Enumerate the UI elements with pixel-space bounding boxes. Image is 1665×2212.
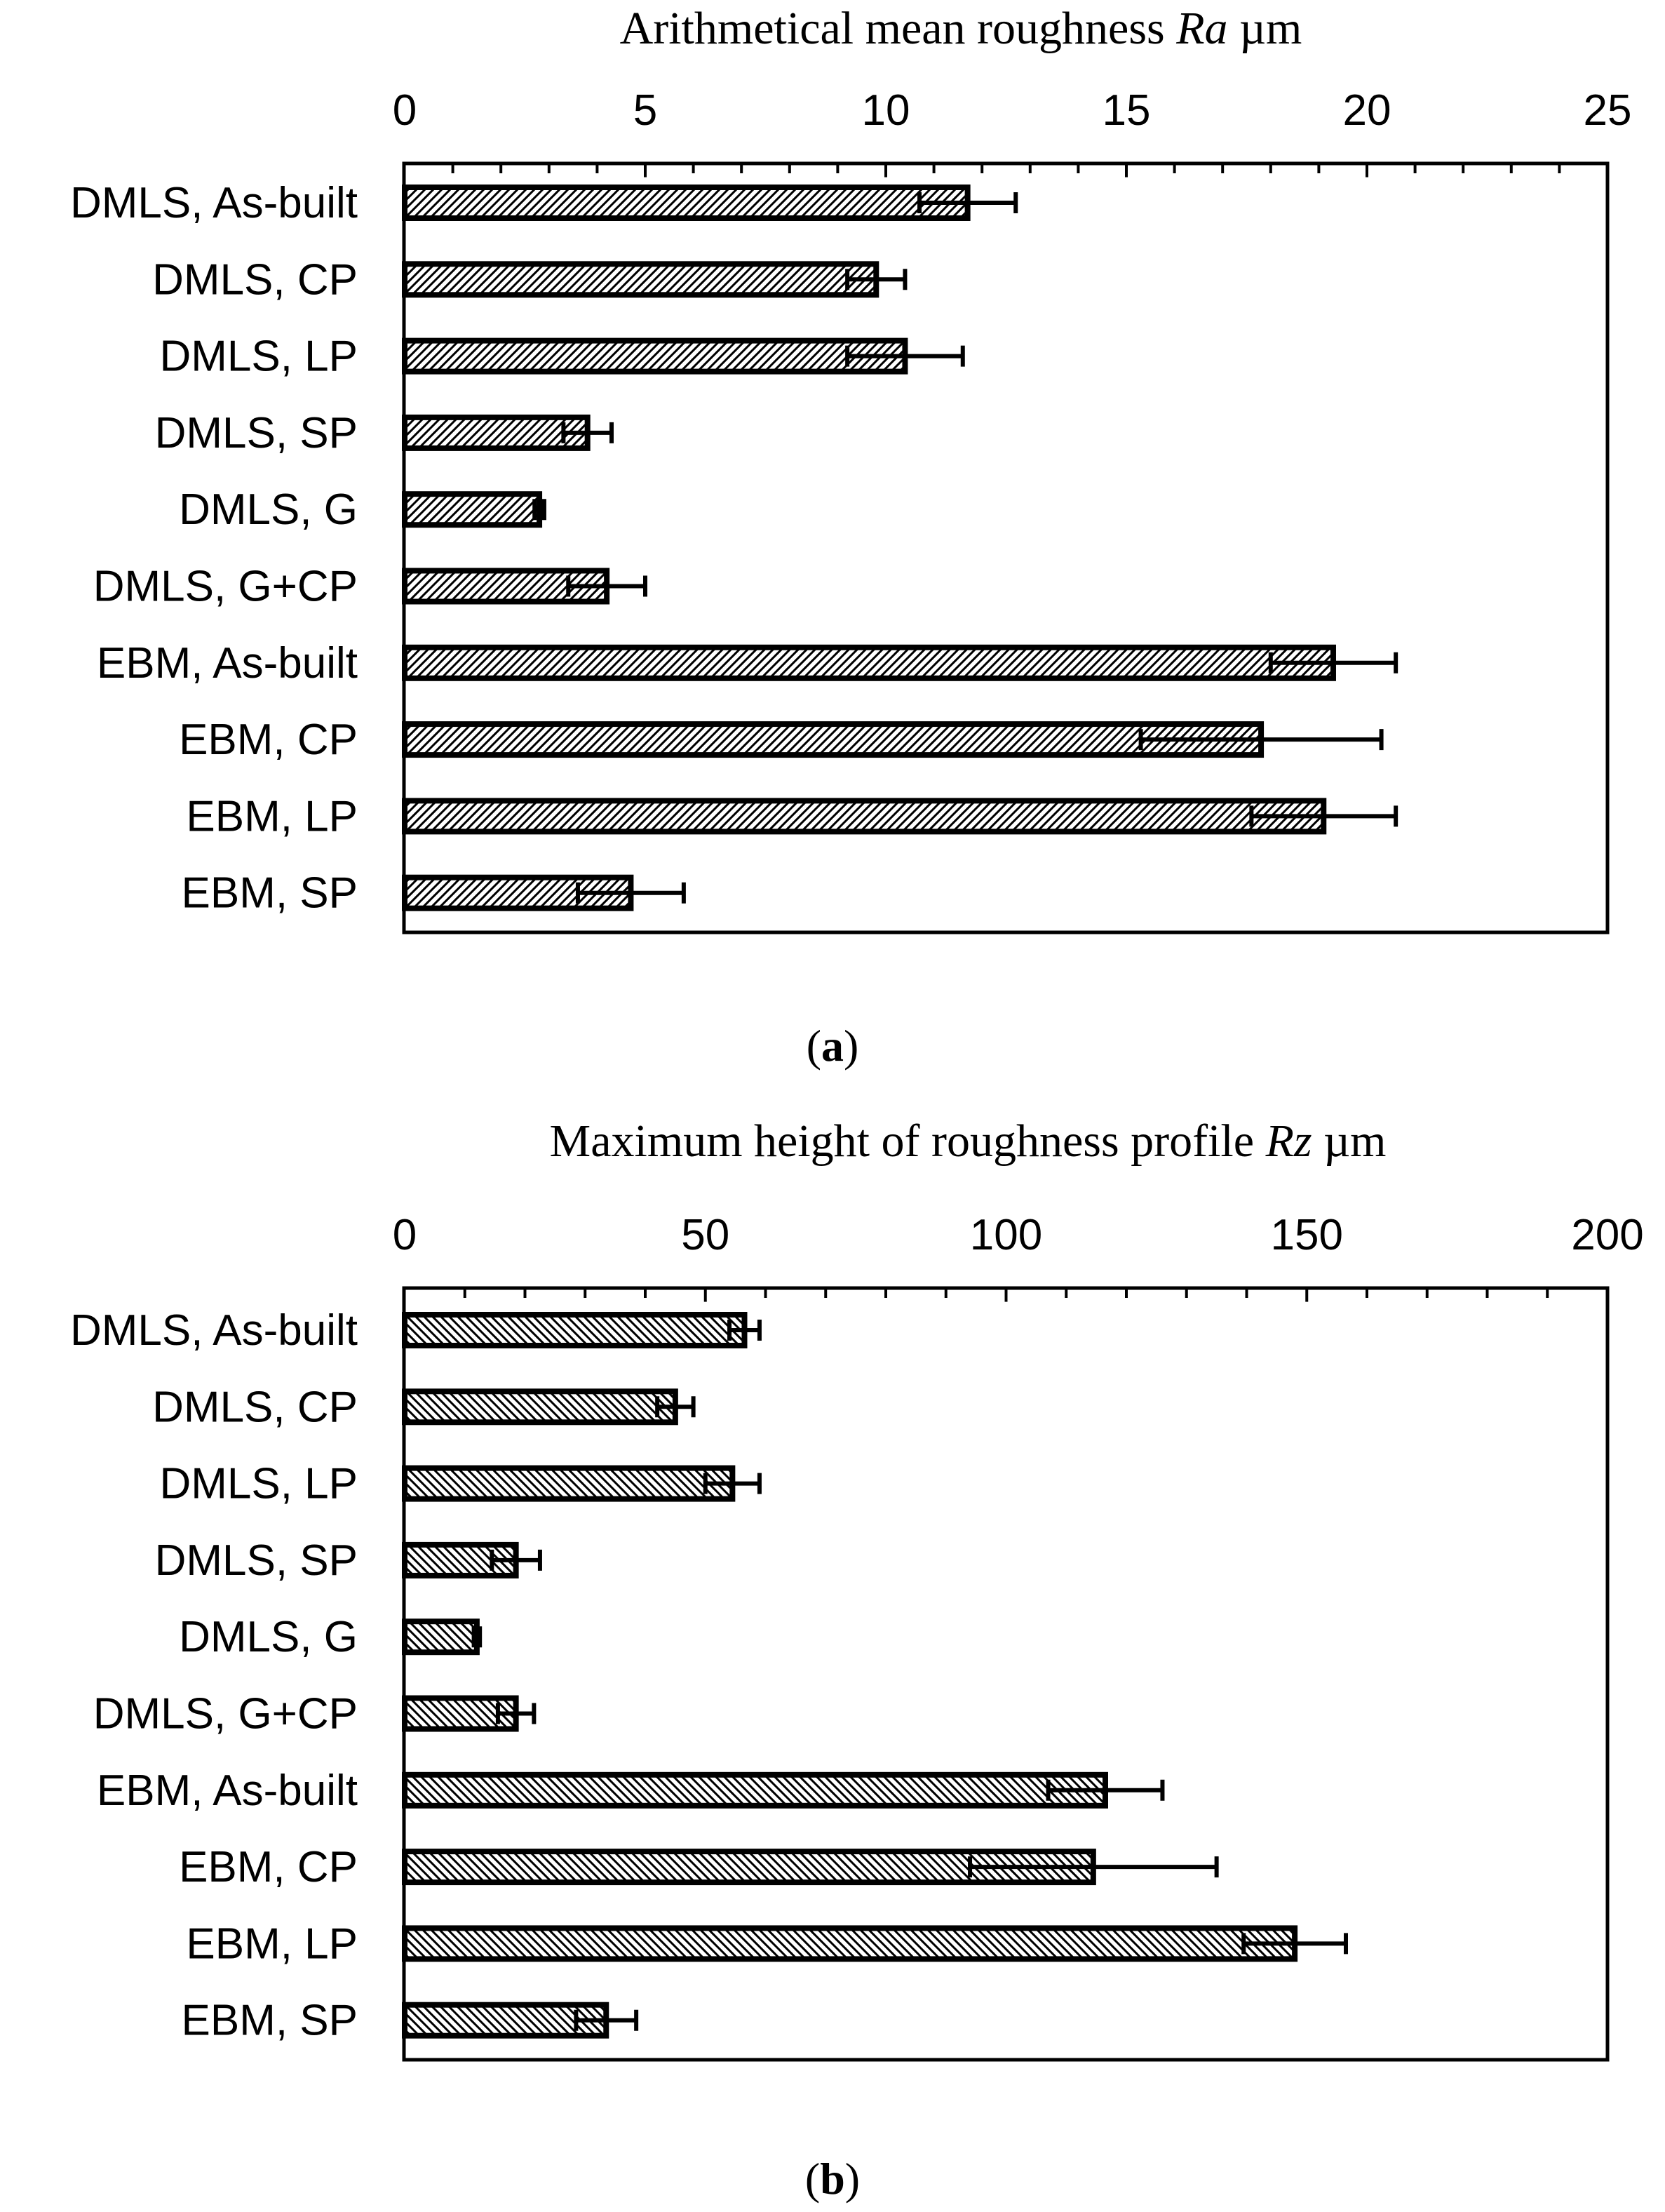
chart-b-category-label: EBM, SP <box>181 1997 358 2045</box>
chart-b-minor-ticks <box>463 1288 1549 1302</box>
chart-b-error-bar <box>703 1473 762 1494</box>
chart-b-bars <box>402 1312 1298 2039</box>
chart-b-tick-label: 150 <box>1271 1211 1343 1259</box>
chart-a-minor-ticks <box>451 163 1561 177</box>
chart-b-tick-labels: 0 50 100 150 200 <box>393 1211 1644 1259</box>
chart-b-category-label: DMLS, G+CP <box>93 1690 358 1738</box>
chart-b-error-bar <box>1241 1933 1348 1955</box>
chart-b-caption-open: ( <box>805 2154 820 2204</box>
chart-b-caption: (b) <box>805 2154 860 2204</box>
chart-a-caption-letter: a <box>821 1021 844 1071</box>
chart-b-bar <box>402 1465 736 1502</box>
chart-b-error-bar <box>490 1549 542 1571</box>
chart-b-title-unit: µm <box>1312 1115 1387 1167</box>
chart-a-error-bar <box>532 499 546 521</box>
chart-a-error-bar <box>566 575 647 597</box>
chart-b-bar <box>402 1388 678 1426</box>
chart-b-title-text: Maximum height of roughness profile <box>550 1115 1266 1167</box>
chart-a-plot-frame <box>402 161 1610 934</box>
chart-a-tick-label: 25 <box>1584 86 1632 135</box>
chart-b-error-bars <box>471 1320 1348 2031</box>
chart-a-category-label: EBM, SP <box>181 869 358 918</box>
chart-a-title: Arithmetical mean roughness Ra µm <box>620 3 1302 54</box>
chart-a-caption-close: ) <box>844 1021 858 1071</box>
chart-a-category-label: DMLS, G <box>179 485 358 534</box>
chart-b-error-bar <box>727 1320 762 1341</box>
chart-a-title-unit: µm <box>1228 3 1302 54</box>
chart-b-error-bar <box>495 1703 537 1724</box>
chart-a-bar <box>402 261 879 298</box>
chart-b-category-label: DMLS, SP <box>155 1536 358 1585</box>
chart-b-bar <box>402 1618 480 1656</box>
chart-b-caption-close: ) <box>845 2154 860 2204</box>
chart-b-caption-letter: b <box>820 2154 845 2204</box>
chart-a-caption: (a) <box>807 1021 859 1071</box>
chart-a-bar <box>402 185 971 221</box>
chart-a-caption-open: ( <box>807 1021 821 1071</box>
chart-b-tick-label: 0 <box>393 1211 417 1259</box>
chart-a-category-label: DMLS, LP <box>159 333 358 381</box>
chart-b-error-bar <box>471 1626 483 1648</box>
chart-b-error-bar <box>655 1396 696 1418</box>
chart-b-title: Maximum height of roughness profile Rz µ… <box>550 1115 1387 1167</box>
chart-b-bar <box>402 1312 748 1348</box>
chart-a-bar <box>402 491 543 528</box>
chart-a-category-label: EBM, CP <box>179 716 358 764</box>
chart-a-category-label: DMLS, SP <box>155 409 358 457</box>
chart-a-bar <box>402 721 1265 758</box>
chart-b-tick-label: 200 <box>1571 1211 1643 1259</box>
chart-b-error-bar <box>968 1856 1219 1878</box>
chart-b-category-labels: DMLS, As-built DMLS, CP DMLS, LP DMLS, SP DM… <box>70 1306 358 2045</box>
chart-b-category-label: EBM, CP <box>179 1843 358 1891</box>
chart-a-tick-label: 5 <box>633 86 657 135</box>
chart-a-error-bar <box>845 345 965 367</box>
chart-b-error-bar <box>574 2009 639 2031</box>
chart-a-category-labels: DMLS, As-built DMLS, CP DMLS, LP DMLS, SP DM… <box>70 179 358 918</box>
chart-b-category-label: EBM, LP <box>186 1919 358 1968</box>
chart-b-category-label: DMLS, LP <box>159 1460 358 1508</box>
chart-a-category-label: EBM, LP <box>186 792 358 840</box>
chart-b-plot-frame <box>402 1286 1610 2062</box>
chart-a-error-bar <box>1268 652 1398 673</box>
chart-a-category-label: EBM, As-built <box>97 639 358 688</box>
chart-a-bar <box>402 644 1336 681</box>
chart-a-error-bar <box>561 422 614 443</box>
chart-a-error-bars <box>532 192 1398 904</box>
chart-a-tick-label: 20 <box>1343 86 1391 135</box>
chart-a-category-label: DMLS, CP <box>152 255 358 304</box>
chart-b-error-bar <box>1046 1779 1165 1801</box>
chart-a-bar <box>402 414 591 451</box>
chart-a-error-bar <box>845 269 908 290</box>
chart-a-title-text: Arithmetical mean roughness <box>620 3 1177 54</box>
chart-a-error-bar <box>1249 805 1398 827</box>
chart-a-bar <box>402 798 1327 835</box>
chart-a-tick-label: 0 <box>393 86 417 135</box>
chart-a-category-label: DMLS, As-built <box>70 179 358 227</box>
chart-b: Maximum height of roughness profile Rz µ… <box>70 1115 1644 2204</box>
chart-a-bar <box>402 337 908 375</box>
chart-a-title-symbol: Ra <box>1175 3 1227 54</box>
chart-b-bar <box>402 1925 1298 1962</box>
chart-a: Arithmetical mean roughness Ra µm 0 5 10 15… <box>70 3 1632 1071</box>
chart-a-tick-labels: 0 5 10 15 20 25 <box>393 86 1632 135</box>
chart-b-tick-label: 100 <box>970 1211 1042 1259</box>
chart-b-category-label: DMLS, CP <box>152 1383 358 1431</box>
chart-a-category-label: DMLS, G+CP <box>93 563 358 611</box>
chart-a-error-bar <box>1138 729 1384 751</box>
chart-b-bar <box>402 1771 1108 1809</box>
chart-a-error-bar <box>917 192 1018 213</box>
chart-b-category-label: DMLS, As-built <box>70 1306 358 1355</box>
chart-a-tick-label: 15 <box>1103 86 1151 135</box>
chart-a-bars <box>402 185 1336 911</box>
chart-b-category-label: EBM, As-built <box>97 1767 358 1815</box>
chart-b-category-label: DMLS, G <box>179 1613 358 1661</box>
chart-a-tick-label: 10 <box>862 86 910 135</box>
chart-b-tick-label: 50 <box>681 1211 729 1259</box>
chart-b-title-symbol: Rz <box>1265 1115 1312 1167</box>
chart-a-error-bar <box>575 882 686 904</box>
